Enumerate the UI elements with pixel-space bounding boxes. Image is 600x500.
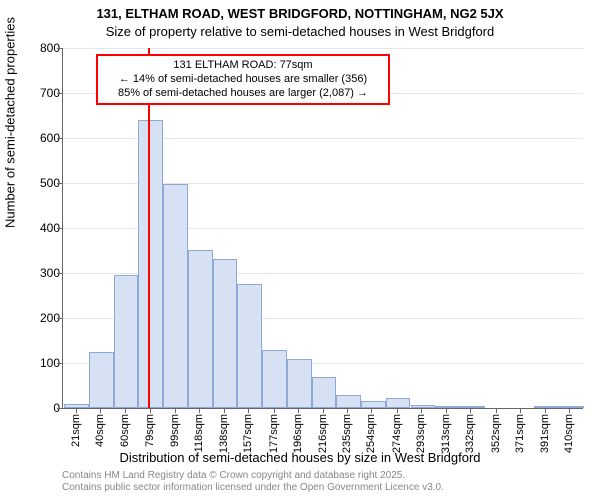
x-tick-mark bbox=[397, 408, 398, 413]
histogram-bar bbox=[361, 401, 386, 408]
x-tick-mark bbox=[248, 408, 249, 413]
x-tick-label: 293sqm bbox=[415, 414, 427, 453]
histogram-bar bbox=[188, 250, 213, 408]
histogram-bar bbox=[386, 398, 411, 408]
histogram-bar bbox=[411, 405, 436, 408]
x-tick-mark bbox=[125, 408, 126, 413]
histogram-bar bbox=[262, 350, 287, 409]
x-tick-mark bbox=[274, 408, 275, 413]
x-tick-label: 21sqm bbox=[70, 414, 82, 447]
footer-line2: Contains public sector information licen… bbox=[62, 482, 444, 494]
y-tick-label: 100 bbox=[24, 356, 60, 370]
footer-line1: Contains HM Land Registry data © Crown c… bbox=[62, 470, 444, 482]
x-tick-label: 79sqm bbox=[144, 414, 156, 447]
y-tick-label: 600 bbox=[24, 131, 60, 145]
x-tick-label: 371sqm bbox=[514, 414, 526, 453]
x-tick-mark bbox=[76, 408, 77, 413]
x-tick-mark bbox=[150, 408, 151, 413]
y-tick-label: 300 bbox=[24, 266, 60, 280]
y-tick-mark bbox=[57, 318, 62, 319]
y-tick-label: 200 bbox=[24, 311, 60, 325]
y-tick-label: 0 bbox=[24, 401, 60, 415]
annotation-line1: 131 ELTHAM ROAD: 77sqm bbox=[104, 59, 382, 73]
histogram-bar bbox=[89, 352, 114, 408]
x-tick-label: 40sqm bbox=[94, 414, 106, 447]
x-tick-mark bbox=[224, 408, 225, 413]
x-tick-label: 235sqm bbox=[341, 414, 353, 453]
histogram-bar bbox=[559, 406, 584, 408]
y-tick-mark bbox=[57, 273, 62, 274]
x-tick-label: 254sqm bbox=[365, 414, 377, 453]
x-tick-mark bbox=[199, 408, 200, 413]
x-tick-mark bbox=[520, 408, 521, 413]
x-tick-mark bbox=[545, 408, 546, 413]
annotation-box: 131 ELTHAM ROAD: 77sqm← 14% of semi-deta… bbox=[96, 54, 390, 105]
x-tick-label: 274sqm bbox=[391, 414, 403, 453]
x-tick-label: 313sqm bbox=[440, 414, 452, 453]
y-tick-mark bbox=[57, 183, 62, 184]
y-tick-mark bbox=[57, 363, 62, 364]
histogram-bar bbox=[460, 406, 485, 408]
x-tick-label: 410sqm bbox=[563, 414, 575, 453]
x-tick-label: 391sqm bbox=[539, 414, 551, 453]
histogram-bar bbox=[213, 259, 238, 408]
histogram-bar bbox=[114, 275, 139, 408]
x-tick-mark bbox=[421, 408, 422, 413]
x-tick-mark bbox=[371, 408, 372, 413]
x-tick-label: 177sqm bbox=[268, 414, 280, 453]
title-line1: 131, ELTHAM ROAD, WEST BRIDGFORD, NOTTIN… bbox=[0, 6, 600, 21]
x-tick-mark bbox=[298, 408, 299, 413]
annotation-line3: 85% of semi-detached houses are larger (… bbox=[104, 87, 382, 101]
x-tick-mark bbox=[323, 408, 324, 413]
histogram-bar bbox=[336, 395, 361, 409]
histogram-bar bbox=[287, 359, 312, 408]
y-tick-mark bbox=[57, 408, 62, 409]
x-tick-label: 332sqm bbox=[464, 414, 476, 453]
histogram-bar bbox=[534, 406, 559, 408]
x-tick-mark bbox=[175, 408, 176, 413]
y-tick-label: 500 bbox=[24, 176, 60, 190]
histogram-bar bbox=[312, 377, 337, 409]
annotation-line2: ← 14% of semi-detached houses are smalle… bbox=[104, 73, 382, 87]
x-tick-label: 118sqm bbox=[193, 414, 205, 452]
x-tick-label: 138sqm bbox=[218, 414, 230, 453]
chart-container: 131, ELTHAM ROAD, WEST BRIDGFORD, NOTTIN… bbox=[0, 0, 600, 500]
x-tick-label: 60sqm bbox=[119, 414, 131, 447]
x-tick-label: 352sqm bbox=[490, 414, 502, 453]
x-tick-mark bbox=[347, 408, 348, 413]
y-tick-mark bbox=[57, 138, 62, 139]
histogram-bar bbox=[138, 120, 163, 408]
title-line2: Size of property relative to semi-detach… bbox=[0, 24, 600, 39]
x-tick-label: 99sqm bbox=[169, 414, 181, 447]
x-tick-label: 157sqm bbox=[242, 414, 254, 453]
y-tick-mark bbox=[57, 228, 62, 229]
x-tick-mark bbox=[496, 408, 497, 413]
x-tick-mark bbox=[569, 408, 570, 413]
histogram-bar bbox=[435, 406, 460, 408]
y-tick-mark bbox=[57, 93, 62, 94]
y-tick-label: 800 bbox=[24, 41, 60, 55]
x-tick-mark bbox=[446, 408, 447, 413]
x-tick-mark bbox=[100, 408, 101, 413]
y-axis-title: Number of semi-detached properties bbox=[3, 17, 18, 228]
gridline bbox=[63, 48, 583, 49]
y-tick-label: 700 bbox=[24, 86, 60, 100]
footer: Contains HM Land Registry data © Crown c… bbox=[62, 470, 444, 494]
y-tick-mark bbox=[57, 48, 62, 49]
histogram-bar bbox=[237, 284, 262, 408]
x-tick-label: 216sqm bbox=[317, 414, 329, 453]
x-tick-mark bbox=[470, 408, 471, 413]
y-tick-label: 400 bbox=[24, 221, 60, 235]
histogram-bar bbox=[163, 184, 188, 408]
x-tick-label: 196sqm bbox=[292, 414, 304, 453]
